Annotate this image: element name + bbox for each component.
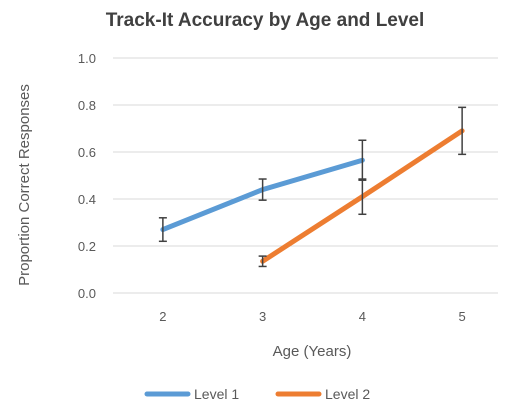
- y-axis-label: Proportion Correct Responses: [16, 84, 33, 286]
- x-tick-label: 2: [159, 309, 166, 324]
- x-axis-label: Age (Years): [273, 343, 352, 360]
- series-group: [160, 128, 465, 264]
- x-axis-ticks: 2 3 4 5: [159, 309, 465, 324]
- x-tick-label: 3: [259, 309, 266, 324]
- legend-label-1: Level 1: [194, 386, 239, 402]
- error-bar: [258, 255, 267, 268]
- legend: Level 1 Level 2: [144, 386, 370, 402]
- x-tick-label: 4: [359, 309, 366, 324]
- y-tick-label: 0.8: [78, 98, 96, 113]
- y-tick-label: 0.4: [78, 192, 96, 207]
- error-bar: [258, 178, 267, 201]
- x-tick-label: 5: [459, 309, 466, 324]
- y-axis-ticks: 0.0 0.2 0.4 0.6 0.8 1.0: [78, 51, 96, 301]
- legend-label-2: Level 2: [325, 386, 370, 402]
- y-tick-label: 0.2: [78, 239, 96, 254]
- y-tick-label: 0.0: [78, 286, 96, 301]
- gridlines: [113, 57, 498, 294]
- error-bar: [158, 217, 167, 243]
- chart-title: Track-It Accuracy by Age and Level: [106, 10, 425, 31]
- error-bar: [358, 178, 367, 216]
- error-bars: [158, 106, 467, 268]
- error-bar: [458, 106, 467, 156]
- y-tick-label: 0.6: [78, 145, 96, 160]
- y-tick-label: 1.0: [78, 51, 96, 66]
